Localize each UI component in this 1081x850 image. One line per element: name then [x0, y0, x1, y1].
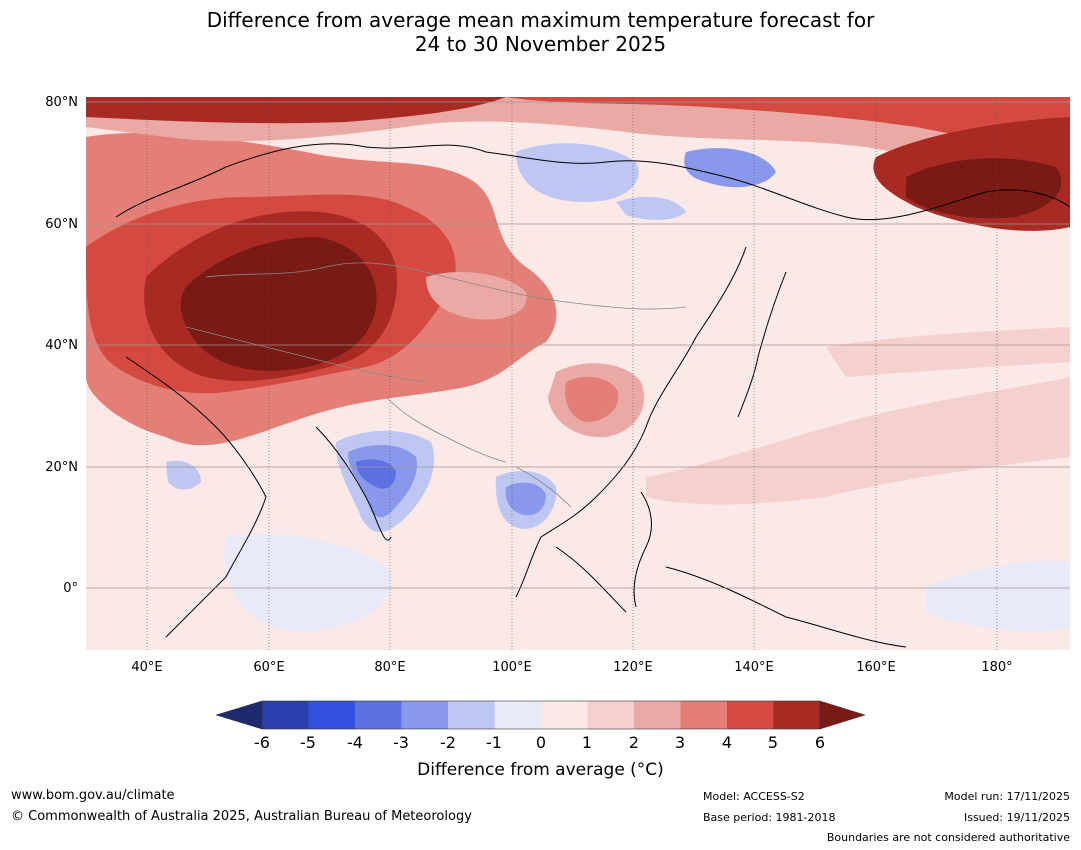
colorbar-segment — [448, 701, 495, 729]
pacific-warm-band — [646, 377, 1070, 505]
lat-label-40n: 40°N — [45, 338, 78, 353]
meridians — [146, 97, 998, 650]
lon-label-120e: 120°E — [613, 660, 653, 675]
model-name: Model: ACCESS-S2 — [703, 790, 805, 803]
copyright-text: © Commonwealth of Australia 2025, Austra… — [11, 809, 472, 824]
colorbar-tick: 0 — [535, 733, 547, 752]
lat-label-60n: 60°N — [45, 217, 78, 232]
lon-label-100e: 100°E — [492, 660, 532, 675]
issued-date: Issued: 19/11/2025 — [963, 811, 1070, 824]
country-borders — [185, 262, 687, 508]
mongolia-warm — [426, 272, 527, 320]
colorbar-tick: 2 — [628, 733, 640, 752]
map-title: Difference from average mean maximum tem… — [0, 8, 1081, 56]
colorbar-tick: 4 — [721, 733, 733, 752]
lon-label-40e: 40°E — [131, 660, 163, 675]
colorbar-tick: -2 — [440, 733, 456, 752]
north-pacific-band — [826, 327, 1070, 377]
east-siberia-hottest — [906, 158, 1062, 219]
parallels — [86, 101, 1070, 589]
colorbar-tick: -5 — [300, 733, 316, 752]
colorbar-segment — [634, 701, 681, 729]
colorbar-segment — [262, 701, 309, 729]
pacific-cool — [926, 560, 1070, 632]
colorbar-tick: 5 — [767, 733, 779, 752]
boundaries-disclaimer: Boundaries are not considered authoritat… — [826, 831, 1070, 844]
colorbar-segment — [773, 701, 820, 729]
colorbar-tick: -1 — [486, 733, 502, 752]
colorbar-tick: -4 — [347, 733, 363, 752]
lon-label-180: 180° — [981, 660, 1013, 675]
lon-label-80e: 80°E — [374, 660, 406, 675]
colorbar-lt-6 — [215, 700, 263, 730]
website-link[interactable]: www.bom.gov.au/climate — [11, 788, 175, 803]
cool-siberia-1 — [516, 143, 639, 202]
title-line-1: Difference from average mean maximum tem… — [206, 8, 875, 32]
lat-label-80n: 80°N — [45, 95, 78, 110]
arctic-hot-center — [506, 97, 1070, 142]
colorbar-segment — [541, 701, 588, 729]
sea-cool-2 — [505, 482, 546, 516]
colorbar-outline — [261, 700, 821, 730]
lat-label-20n: 20°N — [45, 460, 78, 475]
colorbar-tick: 1 — [581, 733, 593, 752]
colorbar-segment — [727, 701, 774, 729]
model-run-date: Model run: 17/11/2025 — [944, 790, 1070, 803]
colorbar-gt-6 — [819, 700, 866, 730]
colorbar-segment — [587, 701, 634, 729]
arctic-hot-west — [86, 97, 506, 124]
colorbar-segment — [494, 701, 541, 729]
map-canvas — [86, 97, 1070, 650]
china-warm-2 — [565, 376, 619, 422]
indian-ocean-cool — [224, 533, 392, 632]
arabia-cool — [166, 460, 201, 490]
lon-label-60e: 60°E — [253, 660, 285, 675]
colorbar-segment — [401, 701, 448, 729]
colorbar-tick: -3 — [393, 733, 409, 752]
lon-label-160e: 160°E — [856, 660, 896, 675]
cool-siberia-3 — [616, 196, 686, 220]
cool-siberia-2 — [684, 148, 776, 188]
base-period: Base period: 1981-2018 — [703, 811, 836, 824]
coastlines — [115, 143, 1070, 648]
colorbar-title: Difference from average (°C) — [417, 760, 664, 780]
lon-label-140e: 140°E — [734, 660, 774, 675]
colorbar-tick: 3 — [674, 733, 686, 752]
colorbar-tick: 6 — [814, 733, 826, 752]
colorbar-segment — [308, 701, 355, 729]
warm-region-gt-6 — [180, 237, 377, 371]
colorbar — [215, 700, 866, 730]
colorbar-segment — [355, 701, 402, 729]
title-line-2: 24 to 30 November 2025 — [414, 32, 667, 56]
lat-label-0: 0° — [63, 581, 78, 596]
forecast-map — [86, 97, 1070, 650]
colorbar-segment — [680, 701, 727, 729]
colorbar-tick: -6 — [254, 733, 270, 752]
